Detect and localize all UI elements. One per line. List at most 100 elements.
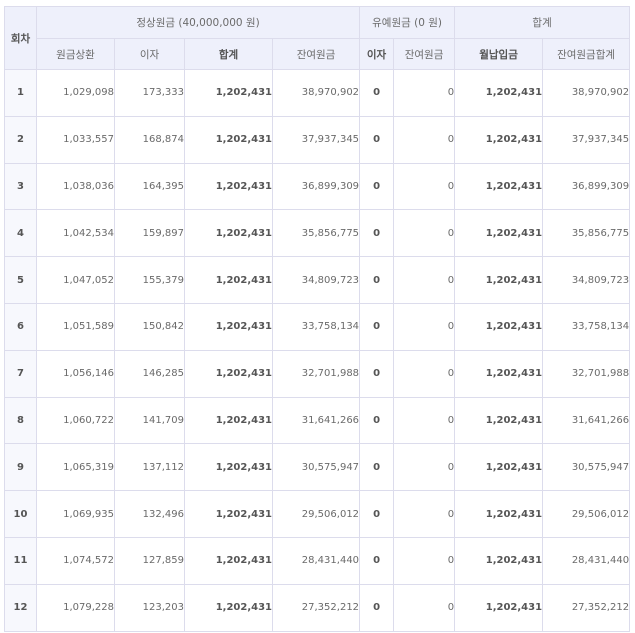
grace-principal-group-header: 유예원금 (0 원) (359, 6, 456, 39)
table-row: 2 1,033,557 168,874 1,202,431 37,937,345 0 0 1,… (4, 115, 631, 164)
column-header-grace-interest: 이자 (359, 38, 395, 70)
table-row: 10 1,069,935 132,496 1,202,431 29,506,012 0 0 1… (4, 490, 631, 538)
column-header-monthly-payment: 월납입금 (454, 38, 544, 70)
total-remaining-cell: 27,352,212 (542, 583, 631, 632)
sum-cell: 1,202,431 (184, 209, 273, 258)
grace-remaining-cell: 0 (393, 162, 456, 211)
principal-repayment-cell: 1,074,572 (36, 536, 115, 585)
remaining-principal-cell: 37,937,345 (271, 115, 361, 164)
interest-cell: 155,379 (114, 256, 185, 304)
column-header-total-remaining: 잔여원금합계 (542, 38, 631, 70)
remaining-principal-cell: 31,641,266 (271, 396, 361, 445)
index-column-header: 회차 (4, 6, 37, 70)
remaining-principal-cell: 35,856,775 (271, 209, 361, 258)
installment-number-cell: 7 (4, 349, 37, 398)
table-row: 6 1,051,589 150,842 1,202,431 33,758,134 0 0 1,… (4, 302, 631, 351)
table-row: 12 1,079,228 123,203 1,202,431 27,352,212 0 0 1… (4, 583, 631, 632)
interest-cell: 173,333 (114, 69, 185, 117)
monthly-payment-cell: 1,202,431 (454, 256, 544, 304)
principal-repayment-cell: 1,038,036 (36, 162, 115, 211)
monthly-payment-cell: 1,202,431 (454, 396, 544, 445)
grace-interest-cell: 0 (359, 115, 395, 164)
column-header-remaining-principal: 잔여원금 (271, 38, 361, 70)
grace-interest-cell: 0 (359, 256, 395, 304)
installment-number-cell: 10 (4, 490, 37, 538)
table-row: 8 1,060,722 141,709 1,202,431 31,641,266 0 0 1,… (4, 396, 631, 445)
monthly-payment-cell: 1,202,431 (454, 443, 544, 492)
table-header: 회차 정상원금 (40,000,000 원) 유예원금 (0 원) 합계 원금상… (4, 6, 631, 70)
interest-cell: 132,496 (114, 490, 185, 538)
interest-cell: 123,203 (114, 583, 185, 632)
regular-principal-group-header: 정상원금 (40,000,000 원) (35, 6, 361, 39)
total-remaining-cell: 34,809,723 (542, 256, 631, 304)
remaining-principal-cell: 33,758,134 (271, 302, 361, 351)
grace-remaining-cell: 0 (393, 115, 456, 164)
column-header-principal-repayment: 원금상환 (36, 38, 115, 70)
installment-number-cell: 3 (4, 162, 37, 211)
sum-cell: 1,202,431 (184, 583, 273, 632)
table-row: 1 1,029,098 173,333 1,202,431 38,970,902 0 0 1,… (4, 69, 631, 117)
remaining-principal-cell: 34,809,723 (271, 256, 361, 304)
principal-repayment-cell: 1,029,098 (36, 69, 115, 117)
remaining-principal-cell: 27,352,212 (271, 583, 361, 632)
grace-remaining-cell: 0 (393, 536, 456, 585)
table-row: 9 1,065,319 137,112 1,202,431 30,575,947 0 0 1,… (4, 443, 631, 492)
remaining-principal-cell: 36,899,309 (271, 162, 361, 211)
table-row: 4 1,042,534 159,897 1,202,431 35,856,775 0 0 1,… (4, 209, 631, 258)
remaining-principal-cell: 32,701,988 (271, 349, 361, 398)
sum-cell: 1,202,431 (184, 536, 273, 585)
interest-cell: 164,395 (114, 162, 185, 211)
installment-number-cell: 11 (4, 536, 37, 585)
grace-remaining-cell: 0 (393, 209, 456, 258)
principal-repayment-cell: 1,051,589 (36, 302, 115, 351)
sum-cell: 1,202,431 (184, 443, 273, 492)
grace-remaining-cell: 0 (393, 490, 456, 538)
installment-number-cell: 1 (4, 69, 37, 117)
installment-number-cell: 8 (4, 396, 37, 445)
total-remaining-cell: 28,431,440 (542, 536, 631, 585)
principal-repayment-cell: 1,065,319 (36, 443, 115, 492)
grace-interest-cell: 0 (359, 162, 395, 211)
table-row: 11 1,074,572 127,859 1,202,431 28,431,440 0 0 1… (4, 536, 631, 585)
sum-cell: 1,202,431 (184, 302, 273, 351)
grace-interest-cell: 0 (359, 302, 395, 351)
total-remaining-cell: 31,641,266 (542, 396, 631, 445)
principal-repayment-cell: 1,033,557 (36, 115, 115, 164)
installment-number-cell: 4 (4, 209, 37, 258)
sum-cell: 1,202,431 (184, 256, 273, 304)
installment-number-cell: 6 (4, 302, 37, 351)
monthly-payment-cell: 1,202,431 (454, 349, 544, 398)
total-remaining-cell: 32,701,988 (542, 349, 631, 398)
grace-remaining-cell: 0 (393, 583, 456, 632)
total-remaining-cell: 36,899,309 (542, 162, 631, 211)
grace-interest-cell: 0 (359, 583, 395, 632)
total-remaining-cell: 38,970,902 (542, 69, 631, 117)
total-remaining-cell: 29,506,012 (542, 490, 631, 538)
grace-interest-cell: 0 (359, 349, 395, 398)
total-group-header: 합계 (454, 6, 631, 39)
grace-interest-cell: 0 (359, 490, 395, 538)
monthly-payment-cell: 1,202,431 (454, 209, 544, 258)
principal-repayment-cell: 1,060,722 (36, 396, 115, 445)
grace-interest-cell: 0 (359, 396, 395, 445)
monthly-payment-cell: 1,202,431 (454, 69, 544, 117)
interest-cell: 150,842 (114, 302, 185, 351)
monthly-payment-cell: 1,202,431 (454, 302, 544, 351)
sum-cell: 1,202,431 (184, 490, 273, 538)
remaining-principal-cell: 29,506,012 (271, 490, 361, 538)
grace-remaining-cell: 0 (393, 69, 456, 117)
remaining-principal-cell: 28,431,440 (271, 536, 361, 585)
grace-remaining-cell: 0 (393, 256, 456, 304)
principal-repayment-cell: 1,047,052 (36, 256, 115, 304)
total-remaining-cell: 33,758,134 (542, 302, 631, 351)
monthly-payment-cell: 1,202,431 (454, 115, 544, 164)
column-header-sum: 합계 (184, 38, 273, 70)
installment-number-cell: 9 (4, 443, 37, 492)
principal-repayment-cell: 1,056,146 (36, 349, 115, 398)
grace-interest-cell: 0 (359, 209, 395, 258)
grace-interest-cell: 0 (359, 443, 395, 492)
grace-remaining-cell: 0 (393, 302, 456, 351)
sum-cell: 1,202,431 (184, 115, 273, 164)
principal-repayment-cell: 1,069,935 (36, 490, 115, 538)
